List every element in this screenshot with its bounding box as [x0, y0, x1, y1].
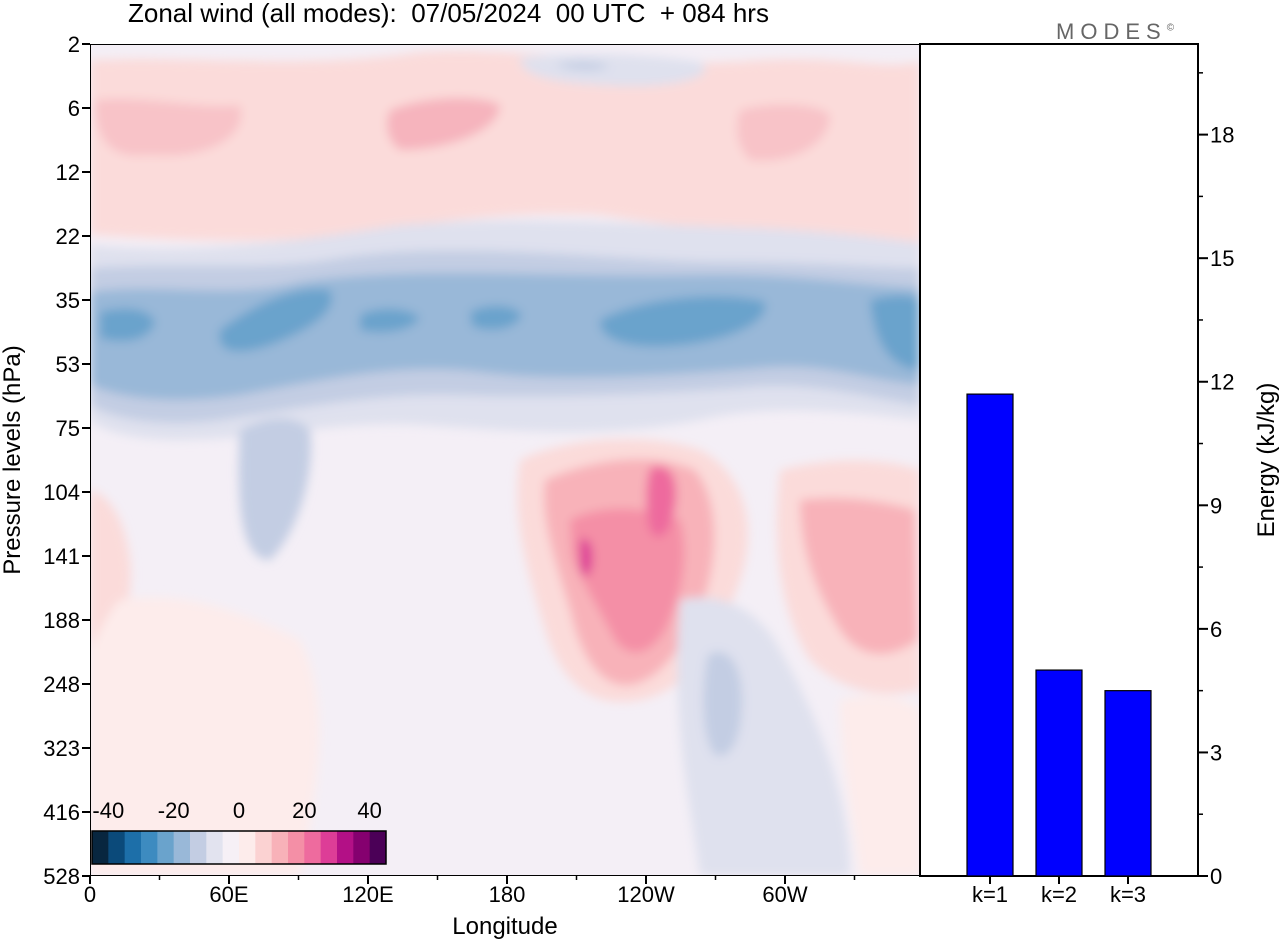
colorbar-swatch — [92, 831, 109, 864]
contour-easterly-tongue — [238, 418, 311, 560]
colorbar-swatch — [141, 831, 158, 864]
colorbar-swatch — [206, 831, 224, 864]
bar-category-label: k=3 — [1110, 882, 1146, 907]
bar-y-tick-label: 12 — [1210, 370, 1234, 395]
contour-westerly-inner — [570, 508, 685, 653]
contour-top-easterly-core — [555, 61, 610, 71]
energy-bar — [1035, 669, 1083, 877]
colorbar-tick-label: 40 — [357, 798, 381, 823]
x-axis-label: Longitude — [452, 913, 557, 940]
energy-bar — [1104, 690, 1152, 877]
colorbar-tick-label: 20 — [292, 798, 316, 823]
colorbar-swatch — [190, 831, 207, 864]
contour-upper-westerly-core — [737, 104, 830, 161]
bar-y-tick-label: 0 — [1210, 864, 1222, 889]
colorbar-swatch — [157, 831, 175, 864]
colorbar-swatch — [369, 831, 387, 864]
colorbar-frame — [91, 830, 387, 865]
x-tick-label: 120W — [617, 882, 675, 907]
brand-logo: MODES© — [1056, 19, 1174, 45]
y-tick-label: 12 — [56, 160, 80, 185]
bar-chart-axes: k=1 k=2 k=3 0 3 6 9 12 15 18 Energy (kJ/kg) — [972, 72, 1280, 907]
brand-mark: © — [1166, 22, 1175, 34]
colorbar-swatch — [108, 831, 126, 864]
colorbar-swatch — [337, 831, 354, 864]
bar-category-label: k=1 — [972, 882, 1008, 907]
x-tick-label: 120E — [342, 882, 393, 907]
contour-upper-westerly — [90, 50, 920, 250]
y-axis-label: Pressure levels (hPa) — [0, 345, 26, 574]
contour-easterly-core — [360, 308, 420, 333]
contour-easterly-core — [599, 296, 766, 347]
heatmap-contours — [90, 50, 920, 876]
energy-bar-chart — [919, 43, 1199, 877]
contour-easterly-core — [219, 289, 332, 352]
contour-upper-westerly-core — [95, 98, 242, 156]
bar-y-tick-label: 18 — [1210, 123, 1234, 148]
bar-y-tick-label: 6 — [1210, 617, 1222, 642]
energy-bar — [966, 393, 1014, 877]
x-tick-label: 60E — [209, 882, 248, 907]
colorbar-swatch — [271, 831, 289, 864]
x-tick-label: 0 — [84, 882, 96, 907]
y-tick-label: 528 — [43, 864, 80, 889]
y-tick-label: 53 — [56, 352, 80, 377]
colorbar-swatch — [255, 831, 273, 864]
contour-westerly-core — [646, 466, 677, 537]
contour-easterly-core — [100, 308, 155, 342]
bar-category-label: k=2 — [1041, 882, 1077, 907]
colorbar-swatch — [320, 831, 338, 864]
colorbar-swatch — [173, 831, 191, 864]
y-tick-label: 416 — [43, 800, 80, 825]
colorbar-tick-label: -20 — [158, 798, 190, 823]
colorbar-swatch — [222, 831, 240, 864]
brand-text: MODES — [1056, 19, 1167, 44]
contour-easterly-core — [470, 305, 522, 330]
y-tick-label: 323 — [43, 736, 80, 761]
colorbar-swatch — [304, 831, 322, 864]
y-tick-label: 6 — [68, 96, 80, 121]
contour-east-westerly-inner — [800, 498, 918, 654]
contour-easterly-core — [870, 295, 920, 370]
colorbar-swatch — [239, 831, 256, 864]
x-tick-label: 180 — [489, 882, 526, 907]
contour-top-easterly — [520, 53, 706, 87]
contour-upper-westerly-core — [387, 98, 500, 150]
colorbar: -40 -20 0 20 40 — [91, 798, 387, 865]
y-tick-label: 188 — [43, 608, 80, 633]
colorbar-tick-label: -40 — [92, 798, 124, 823]
colorbar-swatch — [124, 831, 142, 864]
colorbar-swatch — [288, 831, 305, 864]
bar-y-axis-label: Energy (kJ/kg) — [1253, 383, 1280, 538]
zonal-wind-heatmap — [90, 44, 920, 876]
y-tick-label: 248 — [43, 672, 80, 697]
y-tick-label: 2 — [68, 32, 80, 57]
colorbar-tick-label: 0 — [233, 798, 245, 823]
contour-lower-east-westerly — [840, 695, 920, 876]
bar-y-tick-label: 9 — [1210, 493, 1222, 518]
x-tick-label: 60W — [762, 882, 807, 907]
chart-title: Zonal wind (all modes): 07/05/2024 00 UT… — [128, 0, 769, 28]
y-tick-label: 22 — [56, 224, 80, 249]
y-tick-label: 75 — [56, 416, 80, 441]
contour-westerly-core — [580, 538, 593, 577]
y-tick-label: 35 — [56, 288, 80, 313]
colorbar-swatch — [353, 831, 371, 864]
y-tick-label: 104 — [43, 480, 80, 505]
y-tick-label: 141 — [43, 544, 80, 569]
contour-lower-easterly-inner — [703, 652, 742, 756]
contour-lower-westerly — [90, 597, 319, 876]
bar-y-tick-label: 3 — [1210, 740, 1222, 765]
bar-y-tick-label: 15 — [1210, 246, 1234, 271]
